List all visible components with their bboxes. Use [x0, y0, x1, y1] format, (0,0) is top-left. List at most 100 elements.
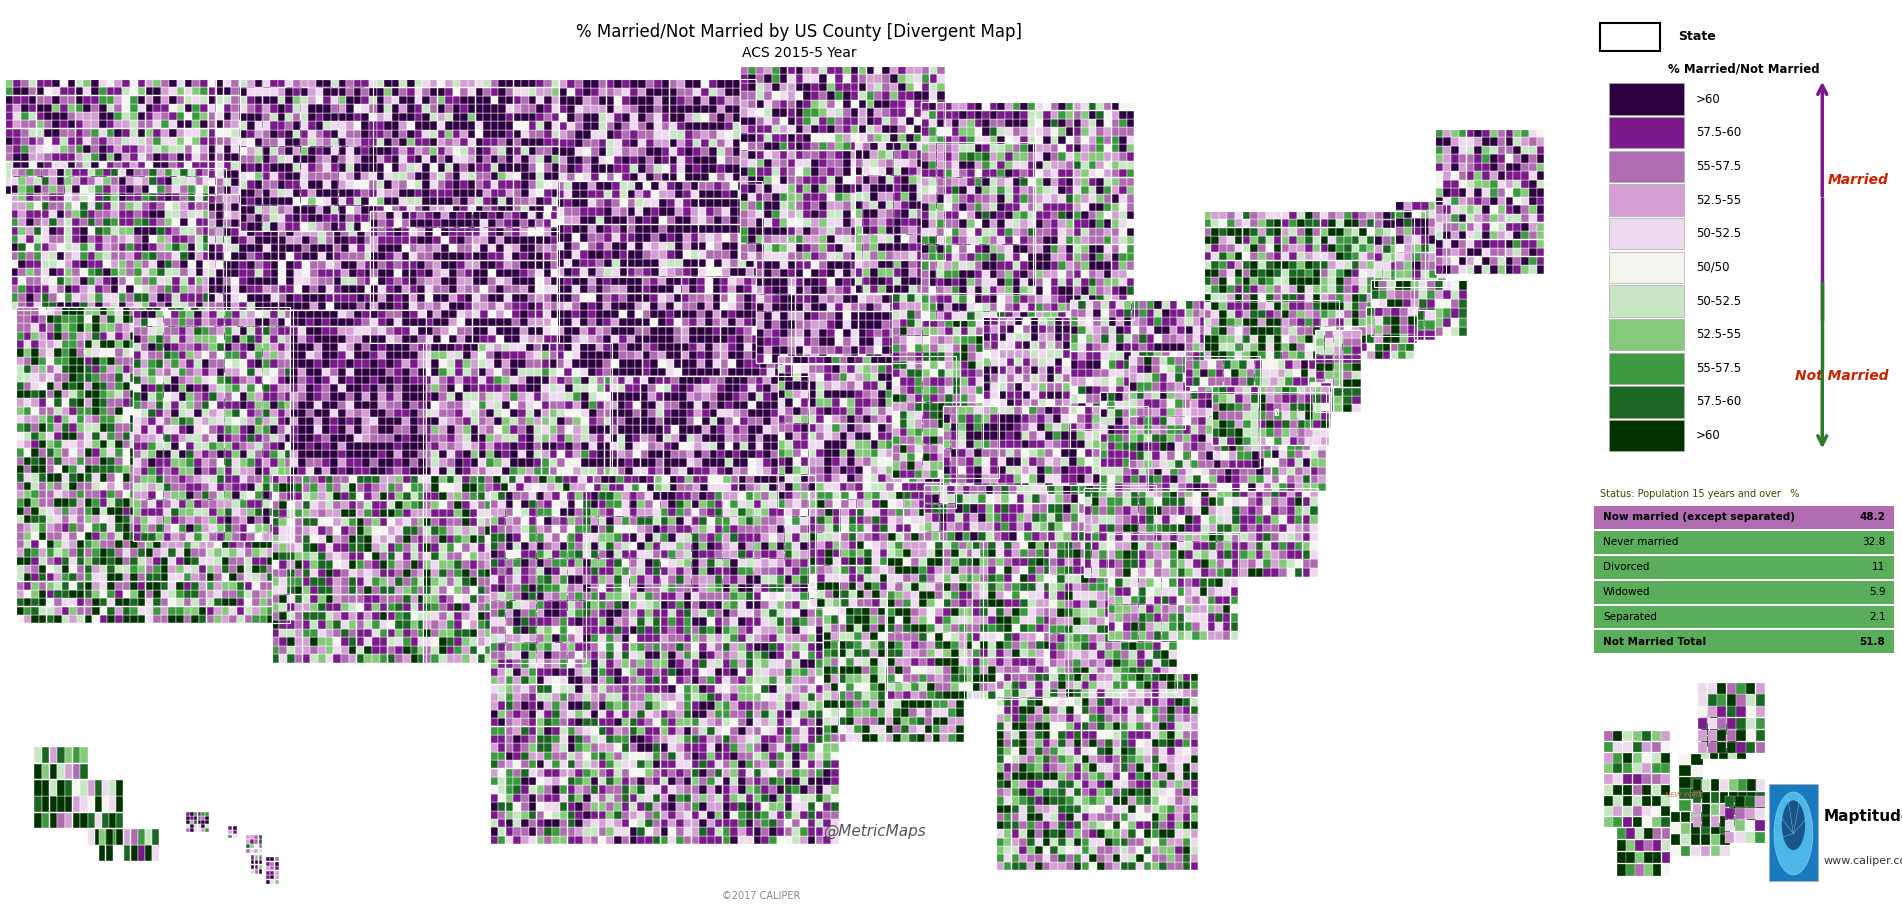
Bar [1092, 457, 1099, 466]
Bar [1132, 386, 1139, 395]
Bar [831, 734, 839, 742]
Bar [1170, 558, 1177, 566]
Bar [1175, 747, 1183, 755]
Bar [331, 222, 339, 230]
Bar [1267, 335, 1274, 343]
Bar [51, 170, 59, 178]
Bar [768, 693, 776, 702]
Bar [493, 526, 500, 535]
Bar [512, 285, 519, 293]
Bar [552, 301, 559, 310]
Bar [276, 382, 283, 390]
Bar [723, 492, 730, 501]
Bar [685, 786, 692, 794]
Bar [1120, 550, 1130, 558]
Bar [510, 351, 517, 360]
Bar [867, 134, 875, 142]
Bar [658, 277, 666, 285]
Bar [137, 845, 145, 861]
Bar [894, 167, 902, 175]
Bar [514, 685, 521, 692]
Bar [506, 214, 514, 222]
Bar [169, 415, 175, 423]
Bar [449, 261, 456, 268]
Bar [1170, 550, 1177, 559]
Bar [772, 201, 780, 209]
Bar [578, 517, 586, 526]
Bar [717, 425, 725, 433]
Bar [1242, 403, 1250, 411]
Bar [283, 357, 291, 365]
Bar [1421, 219, 1428, 227]
Bar [1198, 408, 1206, 417]
Bar [557, 277, 565, 285]
Bar [536, 600, 544, 609]
Bar [668, 634, 675, 643]
Bar [1088, 186, 1096, 195]
Bar [447, 409, 455, 417]
Bar [871, 150, 879, 159]
Bar [903, 599, 911, 608]
Bar [1191, 813, 1198, 821]
Bar [1128, 747, 1135, 755]
Bar [1080, 659, 1090, 668]
Bar [991, 349, 999, 358]
Bar [831, 567, 839, 575]
Bar [757, 269, 765, 278]
Bar [1130, 506, 1139, 514]
Bar [1073, 136, 1080, 144]
Bar [1698, 742, 1706, 753]
Bar [207, 170, 215, 178]
Bar [38, 340, 46, 349]
Bar [1175, 460, 1183, 468]
Bar [314, 467, 321, 475]
Bar [310, 121, 318, 128]
Bar [1075, 755, 1082, 763]
Bar [266, 867, 270, 870]
Bar [1352, 244, 1360, 252]
Bar [599, 516, 607, 525]
Bar [445, 130, 453, 138]
Bar [1204, 310, 1212, 318]
Bar [1113, 780, 1120, 788]
Bar [991, 474, 999, 482]
Bar [1018, 522, 1025, 531]
Bar [268, 448, 276, 456]
Bar [491, 197, 498, 206]
Bar [1489, 206, 1497, 214]
Bar [841, 590, 848, 598]
Bar [953, 436, 961, 444]
Bar [1622, 817, 1632, 827]
Bar [1139, 474, 1147, 482]
Bar [441, 285, 449, 293]
Bar [1035, 160, 1042, 169]
Bar [1240, 524, 1248, 532]
Bar [909, 457, 917, 466]
Bar [192, 540, 198, 549]
Bar [1229, 399, 1236, 408]
Bar [951, 312, 959, 320]
Bar [314, 458, 321, 467]
Bar [198, 811, 202, 815]
Bar [209, 525, 217, 533]
Bar [354, 181, 361, 189]
Bar [607, 618, 614, 626]
Bar [708, 491, 715, 500]
Bar [940, 150, 947, 159]
Bar [1231, 605, 1238, 613]
Bar [886, 234, 894, 242]
Bar [192, 499, 198, 506]
Bar [607, 727, 614, 735]
Bar [1071, 420, 1078, 429]
Bar [902, 175, 909, 183]
Bar [1242, 253, 1250, 260]
Bar [1023, 399, 1031, 408]
Bar [886, 558, 894, 566]
Bar [91, 615, 99, 623]
Bar [1160, 788, 1168, 797]
Bar [207, 153, 215, 161]
Bar [991, 344, 999, 352]
Bar [1137, 443, 1145, 451]
Bar [626, 458, 633, 467]
Bar [753, 769, 761, 777]
